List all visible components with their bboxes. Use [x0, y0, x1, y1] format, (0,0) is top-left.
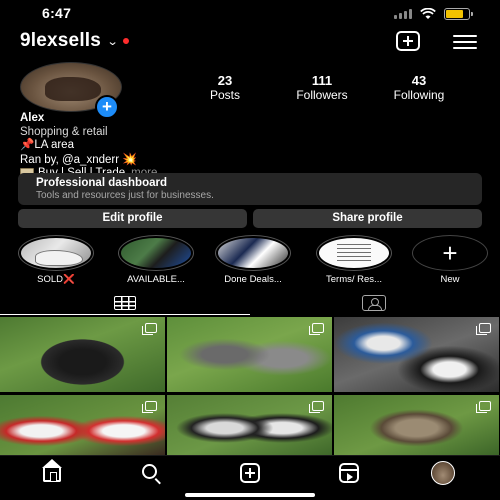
- tagged-icon: [362, 295, 386, 311]
- post-thumbnail[interactable]: [334, 317, 499, 392]
- posts-count-label: Posts: [209, 88, 240, 102]
- plus-icon: +: [442, 238, 458, 268]
- status-bar: 6:47: [0, 0, 500, 26]
- notification-dot: [123, 38, 130, 44]
- highlight-cover: [215, 235, 291, 271]
- followers-count-value: 111: [311, 73, 333, 88]
- post-thumbnail[interactable]: [167, 317, 332, 392]
- username: 9lexsells: [20, 30, 102, 51]
- status-icons: [394, 8, 473, 20]
- highlight-done-deals[interactable]: Done Deals...: [207, 235, 299, 285]
- dashboard-title: Professional dashboard: [36, 177, 168, 189]
- posts-grid: [0, 317, 500, 455]
- wifi-icon: [420, 8, 436, 19]
- battery-fill: [446, 10, 463, 18]
- search-icon: [142, 464, 157, 479]
- nav-home[interactable]: [37, 459, 67, 486]
- highlight-cover: [316, 235, 392, 271]
- collision-icon: 💥: [122, 151, 138, 166]
- story-highlights: SOLD❌ AVAILABLE... Done Deals... Terms/ …: [0, 235, 500, 287]
- highlight-label: SOLD❌: [37, 274, 75, 285]
- professional-dashboard[interactable]: Professional dashboard Tools and resourc…: [18, 173, 482, 205]
- profile-tabs: [0, 291, 500, 315]
- bottom-nav: [0, 455, 500, 500]
- highlight-terms[interactable]: Terms/ Res...: [308, 235, 400, 285]
- category-label: Shopping & retail: [20, 125, 108, 138]
- chevron-down-icon: ⌄: [106, 35, 119, 48]
- new-post-button[interactable]: [396, 31, 422, 53]
- profile-header: 9lexsells ⌄: [0, 28, 500, 56]
- dashboard-subtitle: Tools and resources just for businesses.: [36, 190, 214, 201]
- profile-avatar[interactable]: [20, 62, 122, 112]
- highlight-cover: [118, 235, 194, 271]
- cross-mark-icon: ❌: [63, 274, 75, 285]
- nav-reels[interactable]: [334, 460, 364, 486]
- share-profile-button[interactable]: Share profile: [253, 209, 482, 228]
- status-time: 6:47: [42, 5, 72, 21]
- posts-count[interactable]: 23 Posts: [200, 73, 250, 102]
- followers-count[interactable]: 111 Followers: [283, 73, 361, 102]
- posts-count-value: 23: [217, 73, 233, 88]
- carousel-icon: [476, 323, 491, 335]
- battery-icon: [444, 8, 473, 20]
- menu-button[interactable]: [453, 31, 479, 53]
- highlight-available[interactable]: AVAILABLE...: [110, 235, 202, 285]
- tab-tagged[interactable]: [250, 291, 500, 315]
- carousel-icon: [142, 323, 157, 335]
- location-text: LA area: [34, 139, 74, 151]
- pushpin-icon: 📌: [20, 139, 35, 151]
- carousel-icon: [142, 401, 157, 413]
- bio-line-owner: Ran by, @a_xnderr 💥: [20, 151, 320, 168]
- signal-icon: [394, 9, 412, 19]
- avatar: [20, 62, 122, 112]
- carousel-icon: [309, 323, 324, 335]
- home-icon: [42, 459, 62, 482]
- display-name: Alex: [20, 112, 45, 124]
- hamburger-icon: [453, 35, 477, 37]
- highlight-sold[interactable]: SOLD❌: [10, 235, 102, 285]
- reels-icon: [339, 463, 359, 483]
- following-count[interactable]: 43 Following: [380, 73, 458, 102]
- highlight-new-cover: +: [412, 235, 488, 271]
- post-thumbnail[interactable]: [0, 317, 165, 392]
- highlight-label: AVAILABLE...: [127, 274, 185, 285]
- tab-posts-grid[interactable]: [0, 291, 250, 315]
- following-count-value: 43: [411, 73, 427, 88]
- followers-count-label: Followers: [296, 88, 348, 102]
- carousel-icon: [476, 401, 491, 413]
- create-icon: [240, 463, 260, 483]
- add-story-button[interactable]: +: [95, 95, 119, 119]
- following-count-label: Following: [393, 88, 445, 102]
- account-switcher[interactable]: 9lexsells ⌄: [20, 30, 130, 52]
- nav-create[interactable]: [235, 460, 265, 486]
- edit-profile-button[interactable]: Edit profile: [18, 209, 247, 228]
- grid-icon: [114, 296, 136, 310]
- highlight-new[interactable]: + New: [404, 235, 496, 285]
- owner-text: Ran by, @a_xnderr: [20, 153, 120, 166]
- plus-square-icon: [396, 31, 420, 51]
- profile-bio: Alex Shopping & retail 📌LA area Ran by, …: [20, 112, 320, 181]
- home-indicator: [185, 493, 315, 497]
- post-thumbnail[interactable]: [334, 395, 499, 455]
- highlight-label: Done Deals...: [224, 274, 282, 285]
- bio-line-location: 📌LA area: [20, 139, 320, 153]
- carousel-icon: [309, 401, 324, 413]
- highlight-label: Terms/ Res...: [326, 274, 382, 285]
- post-thumbnail[interactable]: [167, 395, 332, 455]
- nav-profile[interactable]: [428, 460, 458, 486]
- nav-search[interactable]: [136, 460, 166, 486]
- profile-icon: [431, 461, 455, 485]
- post-thumbnail[interactable]: [0, 395, 165, 455]
- highlight-label: New: [440, 274, 460, 285]
- highlight-cover: [18, 235, 94, 271]
